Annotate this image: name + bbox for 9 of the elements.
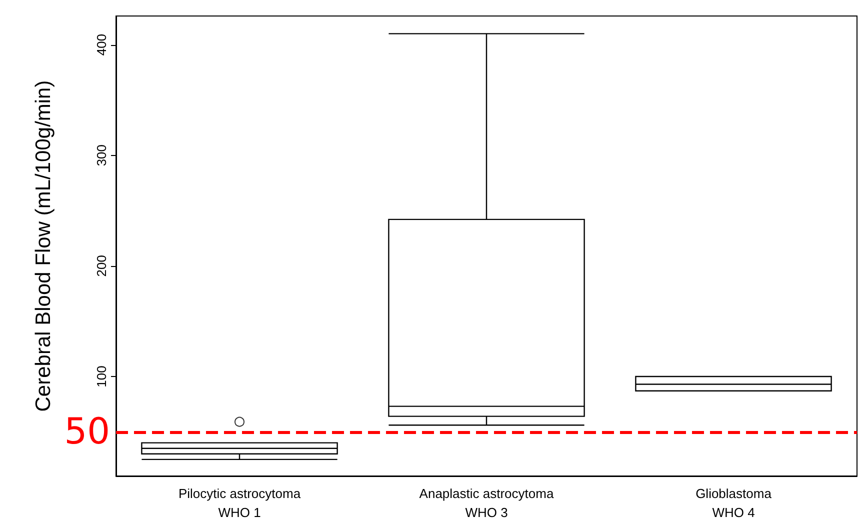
ref-line-label: 50 bbox=[64, 411, 110, 452]
y-tick-label: 200 bbox=[94, 255, 109, 277]
x-tick-label: Anaplastic astrocytoma WHO 3 bbox=[419, 486, 554, 520]
y-tick-label: 100 bbox=[94, 366, 109, 388]
y-tick-label: 300 bbox=[94, 144, 109, 166]
x-tick-label: Glioblastoma WHO 4 bbox=[696, 486, 772, 520]
y-axis-title: Cerebral Blood Flow (mL/100g/min) bbox=[32, 80, 55, 412]
y-tick-label: 400 bbox=[94, 34, 109, 56]
x-tick-label: Pilocytic astrocytoma WHO 1 bbox=[178, 486, 302, 520]
